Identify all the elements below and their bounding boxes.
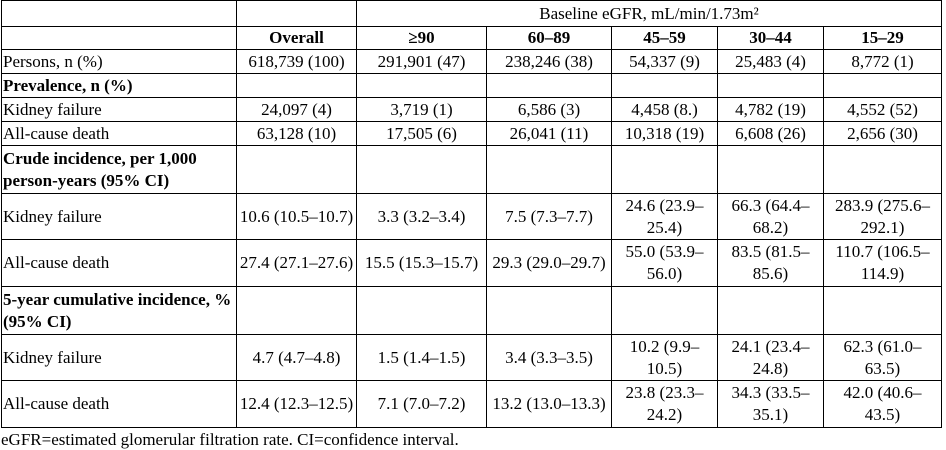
- column-header: ≥90: [356, 26, 487, 50]
- table-cell: 4,782 (19): [717, 97, 824, 122]
- empty-cell: [356, 145, 487, 194]
- row-label: Kidney failure: [1, 97, 237, 122]
- empty-cell: [611, 286, 718, 335]
- header-row: Baseline eGFR, mL/min/1.73m²: [1, 0, 943, 27]
- empty-cell: [486, 286, 612, 335]
- table-cell: 8,772 (1): [822, 49, 943, 74]
- empty-cell: [717, 145, 824, 194]
- table-cell: 291,901 (47): [356, 49, 487, 74]
- table-cell: 10,318 (19): [611, 121, 718, 146]
- row-label: Kidney failure: [1, 334, 237, 381]
- table-cell: 55.0 (53.9–56.0): [611, 239, 718, 287]
- table-cell: 4.7 (4.7–4.8): [236, 334, 357, 381]
- table-row: Kidney failure 4.7 (4.7–4.8) 1.5 (1.4–1.5)…: [1, 334, 943, 381]
- table-body: Baseline eGFR, mL/min/1.73m² Overall ≥90 60…: [1, 0, 943, 428]
- table-cell: 24.6 (23.9–25.4): [611, 193, 718, 240]
- table-cell: 42.0 (40.6–43.5): [822, 380, 943, 428]
- row-label: Prevalence, n (%): [1, 73, 237, 98]
- table-cell: 238,246 (38): [486, 49, 612, 74]
- table-cell: 26,041 (11): [486, 121, 612, 146]
- row-label: Crude incidence, per 1,000 person-years …: [1, 145, 237, 194]
- table-cell: 12.4 (12.3–12.5): [236, 380, 357, 428]
- row-label: All-cause death: [1, 121, 237, 146]
- table-cell: 3,719 (1): [356, 97, 487, 122]
- table-cell: 17,505 (6): [356, 121, 487, 146]
- empty-cell: [356, 286, 487, 335]
- empty-cell: [717, 73, 824, 98]
- table-cell: 63,128 (10): [236, 121, 357, 146]
- row-label: All-cause death: [1, 239, 237, 287]
- table-cell: 25,483 (4): [717, 49, 824, 74]
- row-label: Kidney failure: [1, 193, 237, 240]
- empty-cell: [822, 286, 943, 335]
- column-header: 15–29: [822, 26, 943, 50]
- column-header: Overall: [236, 26, 357, 50]
- table-cell: 15.5 (15.3–15.7): [356, 239, 487, 287]
- empty-cell: [486, 145, 612, 194]
- empty-cell: [486, 73, 612, 98]
- table-cell: 29.3 (29.0–29.7): [486, 239, 612, 287]
- table-cell: 2,656 (30): [822, 121, 943, 146]
- empty-cell: [822, 145, 943, 194]
- results-table: Baseline eGFR, mL/min/1.73m² Overall ≥90 60…: [1, 0, 943, 428]
- table-cell: 66.3 (64.4–68.2): [717, 193, 824, 240]
- table-cell: 6,608 (26): [717, 121, 824, 146]
- empty-cell: [356, 73, 487, 98]
- table-cell: 62.3 (61.0–63.5): [822, 334, 943, 381]
- table-cell: 24,097 (4): [236, 97, 357, 122]
- footnote: eGFR=estimated glomerular filtration rat…: [1, 430, 459, 449]
- table-cell: 1.5 (1.4–1.5): [356, 334, 487, 381]
- empty-cell: [1, 0, 237, 27]
- table-cell: 6,586 (3): [486, 97, 612, 122]
- column-header: 45–59: [611, 26, 718, 50]
- table-row: Kidney failure 24,097 (4) 3,719 (1) 6,586 (…: [1, 97, 943, 122]
- empty-cell: [236, 145, 357, 194]
- table-cell: 34.3 (33.5–35.1): [717, 380, 824, 428]
- empty-cell: [717, 286, 824, 335]
- table-cell: 54,337 (9): [611, 49, 718, 74]
- table-row: All-cause death 27.4 (27.1–27.6) 15.5 (15.…: [1, 239, 943, 287]
- row-label: Persons, n (%): [1, 49, 237, 74]
- table-cell: 7.5 (7.3–7.7): [486, 193, 612, 240]
- empty-cell: [236, 73, 357, 98]
- table-cell: 7.1 (7.0–7.2): [356, 380, 487, 428]
- table-cell: 110.7 (106.5–114.9): [822, 239, 943, 287]
- table-row: Persons, n (%) 618,739 (100) 291,901 (47) 2…: [1, 49, 943, 74]
- table-cell: 13.2 (13.0–13.3): [486, 380, 612, 428]
- table-cell: 4,458 (8.): [611, 97, 718, 122]
- table-row: All-cause death 12.4 (12.3–12.5) 7.1 (7.0–…: [1, 380, 943, 428]
- table-row: Prevalence, n (%): [1, 73, 943, 98]
- empty-cell: [611, 73, 718, 98]
- empty-cell: [236, 0, 357, 27]
- table-cell: 283.9 (275.6–292.1): [822, 193, 943, 240]
- table-cell: 4,552 (52): [822, 97, 943, 122]
- table-row: All-cause death 63,128 (10) 17,505 (6) 26,0…: [1, 121, 943, 146]
- table-cell: 3.4 (3.3–3.5): [486, 334, 612, 381]
- table-cell: 3.3 (3.2–3.4): [356, 193, 487, 240]
- empty-cell: [1, 26, 237, 50]
- empty-cell: [236, 286, 357, 335]
- table-cell: 83.5 (81.5–85.6): [717, 239, 824, 287]
- table-row: Crude incidence, per 1,000 person-years …: [1, 145, 943, 194]
- table-row: 5-year cumulative incidence, % (95% CI): [1, 286, 943, 335]
- row-label: All-cause death: [1, 380, 237, 428]
- table-cell: 10.6 (10.5–10.7): [236, 193, 357, 240]
- empty-cell: [822, 73, 943, 98]
- header-row: Overall ≥90 60–89 45–59 30–44 15–29: [1, 26, 943, 50]
- table-cell: 27.4 (27.1–27.6): [236, 239, 357, 287]
- column-header: 30–44: [717, 26, 824, 50]
- column-header: 60–89: [486, 26, 612, 50]
- table-cell: 23.8 (23.3–24.2): [611, 380, 718, 428]
- table-cell: 618,739 (100): [236, 49, 357, 74]
- table-cell: 10.2 (9.9–10.5): [611, 334, 718, 381]
- table-row: Kidney failure 10.6 (10.5–10.7) 3.3 (3.2–3…: [1, 193, 943, 240]
- table-cell: 24.1 (23.4–24.8): [717, 334, 824, 381]
- row-label: 5-year cumulative incidence, % (95% CI): [1, 286, 237, 335]
- group-header: Baseline eGFR, mL/min/1.73m²: [355, 0, 943, 27]
- empty-cell: [611, 145, 718, 194]
